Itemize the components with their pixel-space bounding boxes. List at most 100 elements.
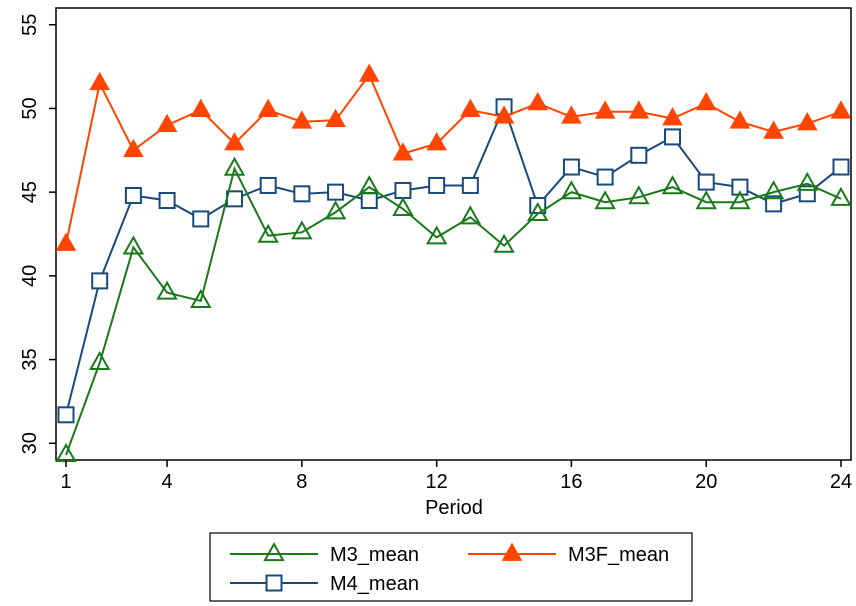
legend: M3_mean M3F_mean M4_mean [209,532,693,602]
legend-label: M4_mean [330,573,419,595]
data-point [562,158,580,176]
data-point [392,142,414,161]
data-point [257,223,279,243]
data-point [156,113,178,133]
data-point [459,205,482,225]
data-point [527,201,549,221]
legend-item-m4-mean: M4_mean [230,573,419,595]
data-point [291,110,313,129]
data-point [630,146,648,164]
x-tick-label: 12 [426,471,448,493]
legend-item-m3f-mean: M3F_mean [468,542,669,566]
data-point [88,350,111,370]
data-point [596,168,614,186]
data-point [291,220,313,240]
data-point [561,105,582,124]
data-point [392,196,414,216]
data-point [830,100,852,119]
data-point [224,132,245,151]
series-m3-mean [55,156,852,463]
data-point [460,98,481,117]
data-point [426,132,447,151]
y-tick-label: 30 [19,432,41,454]
legend-label: M3F_mean [568,544,669,566]
data-point [257,98,279,117]
data-point [425,225,448,245]
legend-marker [501,542,523,561]
x-axis: 1 4 8 12 16 20 24 [60,460,852,493]
data-point [327,183,345,201]
data-point [428,176,446,194]
legend-marker [265,574,283,592]
data-point [695,190,717,210]
legend-item-m3-mean: M3_mean [230,542,419,566]
data-point [360,192,378,210]
data-point [765,195,783,213]
data-point [158,192,176,210]
data-point [797,112,818,131]
data-point [192,210,210,228]
data-point [695,91,717,111]
legend-marker [263,542,285,562]
data-point [796,171,819,191]
x-tick-label: 20 [695,471,717,493]
data-point [493,105,515,124]
data-point [594,190,616,210]
data-point [731,178,749,196]
x-tick-label: 8 [296,471,307,493]
data-point [89,71,110,91]
data-point [190,98,212,117]
data-point [832,158,850,176]
x-tick-label: 24 [830,471,852,493]
data-point [830,186,852,206]
data-point [461,176,479,194]
plot-area [55,7,852,463]
data-point [798,185,816,203]
y-tick-label: 40 [19,265,41,287]
data-point [527,91,549,111]
data-point [122,235,145,255]
data-point [394,181,412,199]
data-point [493,233,515,253]
data-point [156,280,178,300]
data-point [190,289,212,309]
data-point [762,180,785,200]
data-point [664,128,682,146]
y-tick-label: 50 [19,97,41,119]
data-point [594,100,616,119]
x-tick-label: 16 [560,471,582,493]
plot-frame [55,7,852,461]
data-point [662,107,683,126]
data-point [661,175,684,195]
data-point [324,200,347,220]
y-axis: 30 35 40 45 50 55 [19,14,56,454]
data-point [697,173,715,191]
y-tick-label: 35 [19,348,41,370]
data-point [628,100,650,119]
data-point [57,406,75,424]
x-tick-label: 4 [162,471,173,493]
data-point [358,63,380,82]
x-tick-label: 1 [60,471,71,493]
y-tick-label: 55 [19,14,41,36]
legend-box [209,532,693,602]
data-point [763,120,784,139]
data-point [123,138,144,158]
series-m3f-mean [55,63,852,251]
data-point [560,180,583,200]
series-m4-mean [57,98,850,424]
data-point [124,186,142,204]
data-point [259,176,277,194]
data-point [293,185,311,203]
legend-label: M3_mean [330,544,419,566]
x-axis-title: Period [425,497,483,519]
data-point [225,190,243,208]
data-point [628,185,650,205]
data-point [223,156,246,176]
data-point [729,110,751,129]
data-point [729,190,751,210]
data-point [91,272,109,290]
data-point [325,108,346,127]
